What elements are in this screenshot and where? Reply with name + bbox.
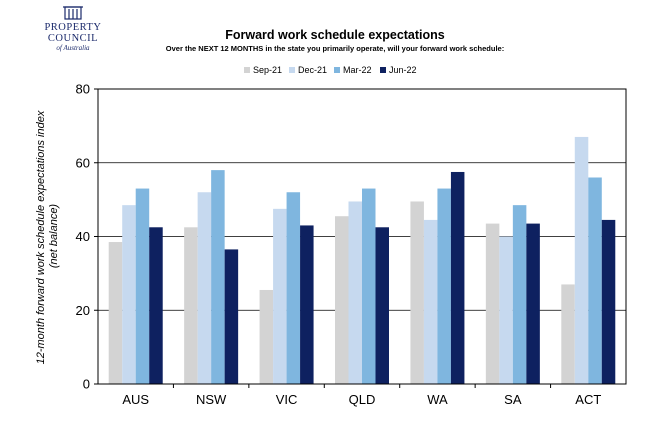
bar-sa-sep-21 <box>485 223 500 384</box>
bar-nsw-sep-21 <box>184 227 198 384</box>
y-tick-label: 60 <box>76 155 90 170</box>
y-axis-title-line1: 12-month forward work schedule expectati… <box>35 110 47 364</box>
bar-nsw-dec-21 <box>197 192 212 384</box>
y-tick-label: 40 <box>76 229 90 244</box>
bar-nsw-mar-22 <box>211 170 225 384</box>
bar-act-mar-22 <box>588 177 602 384</box>
x-tick-label: NSW <box>196 392 227 407</box>
y-axis-ticks: 0 20 40 60 80 <box>76 82 98 392</box>
bar-wa-dec-21 <box>423 219 438 384</box>
plot-area-border <box>97 88 627 385</box>
bar-wa-jun-22 <box>450 171 465 384</box>
x-tick-label: ACT <box>575 392 601 407</box>
logo-line2: COUNCIL <box>48 33 98 44</box>
legend-label: Mar-22 <box>343 65 372 75</box>
legend-swatch <box>380 67 386 73</box>
chart-subtitle: Over the NEXT 12 MONTHS in the state you… <box>166 44 504 53</box>
bar-aus-mar-22 <box>135 188 150 384</box>
bar-sa-mar-22 <box>512 205 527 384</box>
bar-vic-mar-22 <box>286 192 301 384</box>
legend-label: Jun-22 <box>389 65 417 75</box>
property-council-logo: PROPERTY COUNCIL of Australia <box>44 6 101 52</box>
bar-act-sep-21 <box>561 284 575 384</box>
bar-sa-jun-22 <box>526 223 540 384</box>
y-tick-label: 20 <box>76 303 90 318</box>
y-tick-label: 0 <box>83 377 90 392</box>
legend-swatch <box>244 67 250 73</box>
bar-qld-sep-21 <box>335 216 349 384</box>
logo-line3: of Australia <box>56 44 90 52</box>
building-icon <box>63 6 83 20</box>
x-tick-label: AUS <box>122 392 149 407</box>
y-axis-title: 12-month forward work schedule expectati… <box>35 108 60 365</box>
bar-wa-mar-22 <box>437 188 451 384</box>
bar-act-dec-21 <box>574 136 589 384</box>
bar-wa-sep-21 <box>410 201 424 384</box>
bar-sa-dec-21 <box>499 236 513 384</box>
legend-label: Sep-21 <box>253 65 282 75</box>
bars <box>108 136 616 384</box>
legend-swatch <box>289 67 295 73</box>
x-axis-ticks: AUS NSW VIC QLD WA SA ACT <box>122 384 601 407</box>
bar-nsw-jun-22 <box>224 249 239 384</box>
bar-aus-dec-21 <box>122 205 136 384</box>
chart-title: Forward work schedule expectations <box>225 28 445 42</box>
bar-qld-dec-21 <box>348 201 362 384</box>
bar-vic-jun-22 <box>300 225 314 384</box>
x-tick-label: SA <box>504 392 522 407</box>
bar-qld-jun-22 <box>375 227 389 384</box>
bar-aus-jun-22 <box>149 227 163 384</box>
legend-label: Dec-21 <box>298 65 327 75</box>
x-tick-label: QLD <box>349 392 376 407</box>
bar-vic-dec-21 <box>273 208 287 384</box>
bar-aus-sep-21 <box>108 242 123 384</box>
legend-swatch <box>334 67 340 73</box>
logo-line1: PROPERTY <box>44 22 101 33</box>
legend: Sep-21 Dec-21 Mar-22 Jun-22 <box>244 65 417 75</box>
y-tick-label: 80 <box>76 82 90 97</box>
bar-act-jun-22 <box>601 219 616 384</box>
x-tick-label: VIC <box>276 392 298 407</box>
bar-qld-mar-22 <box>362 188 376 384</box>
bar-vic-sep-21 <box>259 289 274 384</box>
y-axis-title-line2: (net balance) <box>48 204 60 269</box>
x-tick-label: WA <box>427 392 448 407</box>
